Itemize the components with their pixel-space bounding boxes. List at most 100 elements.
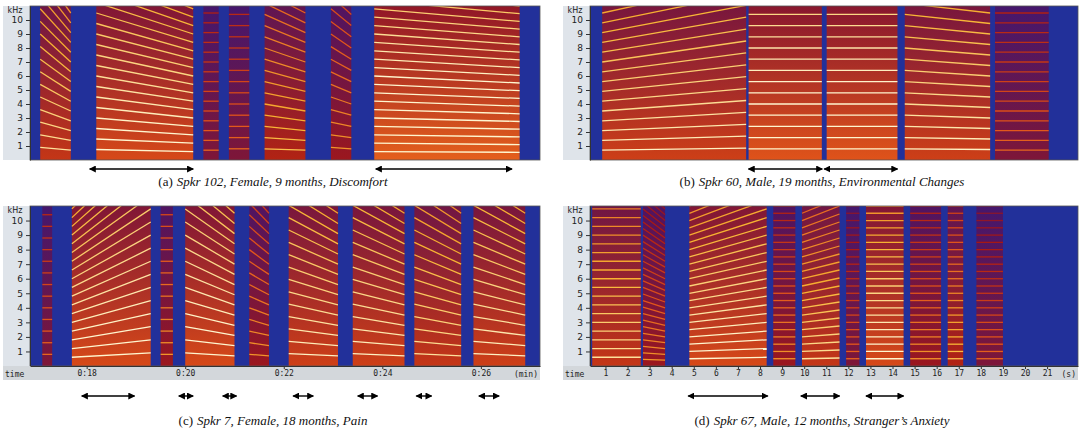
harmonic: [948, 256, 963, 257]
vocal-segment: [910, 206, 941, 366]
tick-label: 4: [577, 99, 583, 109]
tick: 1: [17, 141, 30, 151]
harmonic: [185, 206, 234, 234]
tick-mark: [586, 264, 590, 265]
harmonic: [827, 137, 898, 138]
harmonic: [353, 304, 405, 315]
tick: 3: [17, 113, 30, 123]
tick-mark: [586, 322, 590, 323]
harmonic: [905, 104, 990, 108]
harmonic: [96, 66, 193, 85]
harmonic: [976, 264, 1002, 265]
harmonic: [948, 314, 963, 315]
tick-label: 2: [17, 127, 23, 137]
harmonic: [602, 41, 746, 62]
harmonic: [161, 354, 173, 355]
harmonic: [229, 47, 249, 48]
tick: 2: [577, 332, 590, 342]
harmonic: [846, 249, 859, 250]
harmonic: [948, 322, 963, 323]
axis-line: [30, 7, 31, 161]
harmonic: [289, 206, 338, 234]
harmonic: [948, 351, 963, 352]
harmonic: [331, 59, 351, 70]
harmonic: [602, 112, 746, 120]
tick-mark: [26, 322, 30, 323]
harmonic: [846, 344, 859, 345]
tick: 9: [17, 230, 30, 240]
tick-mark: [586, 250, 590, 251]
harmonic: [42, 284, 52, 285]
tick: 7: [17, 57, 30, 67]
tick-label: 8: [577, 43, 583, 53]
harmonic: [229, 103, 249, 104]
harmonic: [866, 234, 904, 235]
harmonic: [749, 126, 822, 127]
harmonic: [265, 82, 306, 92]
tick: 4: [17, 303, 30, 313]
harmonic: [229, 36, 249, 37]
harmonic: [689, 206, 766, 213]
tick-label: 15: [910, 369, 920, 378]
harmonic: [203, 61, 218, 62]
harmonic: [374, 101, 519, 106]
harmonic: [289, 218, 338, 244]
harmonic: [802, 222, 840, 235]
harmonic: [414, 206, 461, 234]
plot-frame: [590, 6, 1078, 160]
harmonic: [689, 279, 766, 294]
harmonic: [827, 70, 898, 71]
harmonic: [374, 126, 519, 129]
harmonic: [265, 138, 306, 141]
harmonic: [96, 6, 193, 17]
tick-label: 1: [17, 141, 23, 151]
harmonic: [948, 271, 963, 272]
vocal-segment: [473, 206, 525, 366]
interval-arrow: [479, 395, 499, 396]
harmonic: [827, 148, 898, 149]
harmonic: [948, 234, 963, 235]
tick: 7: [577, 57, 590, 67]
harmonic: [40, 6, 71, 13]
harmonic: [331, 135, 351, 138]
figure: 12345678910kHz(a)Spkr 102, Female, 9 mon…: [0, 0, 1087, 447]
harmonic: [203, 130, 218, 131]
harmonic: [802, 206, 840, 221]
harmonic: [749, 70, 822, 71]
harmonic: [846, 358, 859, 359]
harmonic: [773, 249, 795, 250]
plot-area: [590, 6, 1078, 160]
harmonic: [948, 220, 963, 221]
interval-arrow: [416, 395, 431, 396]
harmonic: [905, 82, 990, 87]
harmonic: [96, 76, 193, 93]
harmonic: [592, 234, 641, 235]
panel: 12345678910kHz(a)Spkr 102, Female, 9 mon…: [3, 0, 540, 189]
harmonic: [185, 327, 234, 336]
harmonic: [910, 220, 941, 221]
tick: 6: [17, 71, 30, 81]
tick-mark: [26, 264, 30, 265]
tick: 10: [572, 216, 590, 226]
tick-mark: [586, 293, 590, 294]
harmonic: [289, 304, 338, 315]
harmonic: [976, 220, 1002, 221]
tick-label: 4: [17, 303, 23, 313]
harmonic: [905, 26, 990, 34]
plot-area: [590, 206, 1078, 366]
harmonic: [976, 300, 1002, 301]
vocal-segment: [249, 206, 269, 366]
tick-label: 7: [17, 260, 23, 270]
tick-label: 11: [822, 369, 832, 378]
harmonic: [749, 148, 822, 149]
harmonic: [161, 249, 173, 250]
harmonic: [846, 227, 859, 228]
harmonic: [161, 272, 173, 273]
harmonic: [374, 118, 519, 122]
harmonic: [689, 287, 766, 300]
harmonic: [72, 222, 151, 270]
harmonic: [473, 206, 525, 234]
tick-label: 10: [572, 15, 584, 25]
harmonic: [353, 317, 405, 326]
harmonic: [976, 351, 1002, 352]
